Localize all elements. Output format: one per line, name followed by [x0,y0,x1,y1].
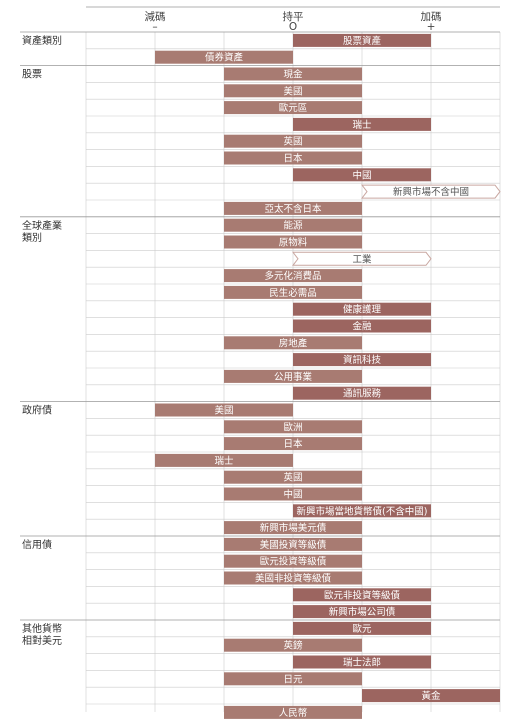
group-label: 全球產業 [22,219,62,232]
column-sign: O [289,21,297,33]
bar [224,134,362,148]
bar-label: 資訊科技 [343,354,382,366]
bar-label: 日本 [283,438,303,450]
bar [293,588,431,602]
bar [224,218,362,232]
bar [224,537,362,551]
bar-label: 新興市場不含中國 [393,186,469,198]
group-label: 信用債 [22,538,52,551]
bar-label: 日本 [283,153,303,165]
bar [224,336,362,350]
bar-label: 股票資產 [343,35,382,47]
bar [293,605,431,619]
bar [293,33,431,47]
group-label: 政府債 [22,404,52,417]
bar-label: 通訊服務 [343,388,382,400]
bar [224,420,362,434]
bar [224,67,362,81]
bar-label: 債券資產 [205,52,244,64]
group-label: 資產類別 [22,34,62,47]
bar [224,151,362,165]
bar-label: 歐元 [352,623,372,635]
bar [155,403,293,417]
bar-label: 英國 [283,472,302,484]
bar [293,504,431,518]
bar-label: 工業 [352,253,372,265]
bar-label: 多元化消費品 [264,270,321,282]
group-label: 相對美元 [22,634,62,647]
column-sign: – [152,21,157,33]
bar-label: 人民幣 [279,707,308,719]
bar-label: 公用事業 [274,371,313,383]
bar-label: 英鎊 [283,640,303,652]
bar-label: 英國 [283,136,302,148]
bar-label: 美國 [283,85,302,97]
bar-label: 歐元區 [279,102,308,114]
bar-label: 房地產 [279,337,308,349]
bar [293,386,431,400]
bar [224,571,362,585]
bar-label: 原物料 [279,237,308,249]
bar [224,487,362,501]
bar-label: 新興市場美元債 [260,522,327,534]
bar-label: 新興市場公司債 [329,606,396,618]
group-label: 其他貨幣 [22,622,62,635]
bar-label: 美國非投資等級債 [255,573,332,585]
bar-label: 瑞士法郎 [343,657,381,669]
bar-label: 中國 [283,489,302,501]
bar-label: 美國 [214,405,233,417]
bar-label: 民生必需品 [269,287,317,299]
bar-label: 歐元非投資等級債 [324,589,401,601]
bar [224,269,362,283]
bar-label: 現金 [283,69,303,81]
bar [224,470,362,484]
bar [224,521,362,535]
bar-label: 中國 [352,169,371,181]
bar [293,319,431,333]
bar-label: 日元 [283,674,303,685]
bar [224,437,362,451]
bar [293,621,431,635]
bar [224,705,362,719]
bar [224,201,362,215]
bar [224,235,362,249]
bar [224,101,362,115]
bar [224,369,362,383]
bar [293,117,431,131]
bar [293,302,431,316]
bar-label: 能源 [283,220,303,232]
bar [155,50,293,64]
bar-label: 美國投資等級債 [260,539,327,551]
bar-label: 黃金 [421,690,441,702]
bar [293,353,431,367]
bar-label: 金融 [352,321,372,333]
bar [293,168,431,182]
bar-label: 亞太不含日本 [264,203,322,215]
bar-label: 健康護理 [343,304,382,316]
chevron-bar [291,251,432,266]
bar-label: 歐洲 [283,421,302,433]
bar [293,655,431,669]
bar-label: 瑞士 [214,455,234,467]
bar-label: 新興市場當地貨幣債(不含中國) [297,505,428,517]
bar [224,672,362,686]
column-header: 持平 [283,10,304,23]
bar [224,554,362,568]
bar [224,638,362,652]
bar [155,453,293,467]
bar-label: 歐元投資等級債 [260,556,327,568]
column-header: 加碼 [421,11,442,23]
bar [224,84,362,98]
bar [224,285,362,299]
chevron-bar [360,184,501,199]
group-label: 股票 [22,69,42,81]
bar [362,689,500,703]
column-header: 減碼 [145,10,166,23]
column-sign: + [427,21,436,33]
bar-label: 瑞士 [352,119,372,131]
group-label: 類別 [22,232,42,244]
